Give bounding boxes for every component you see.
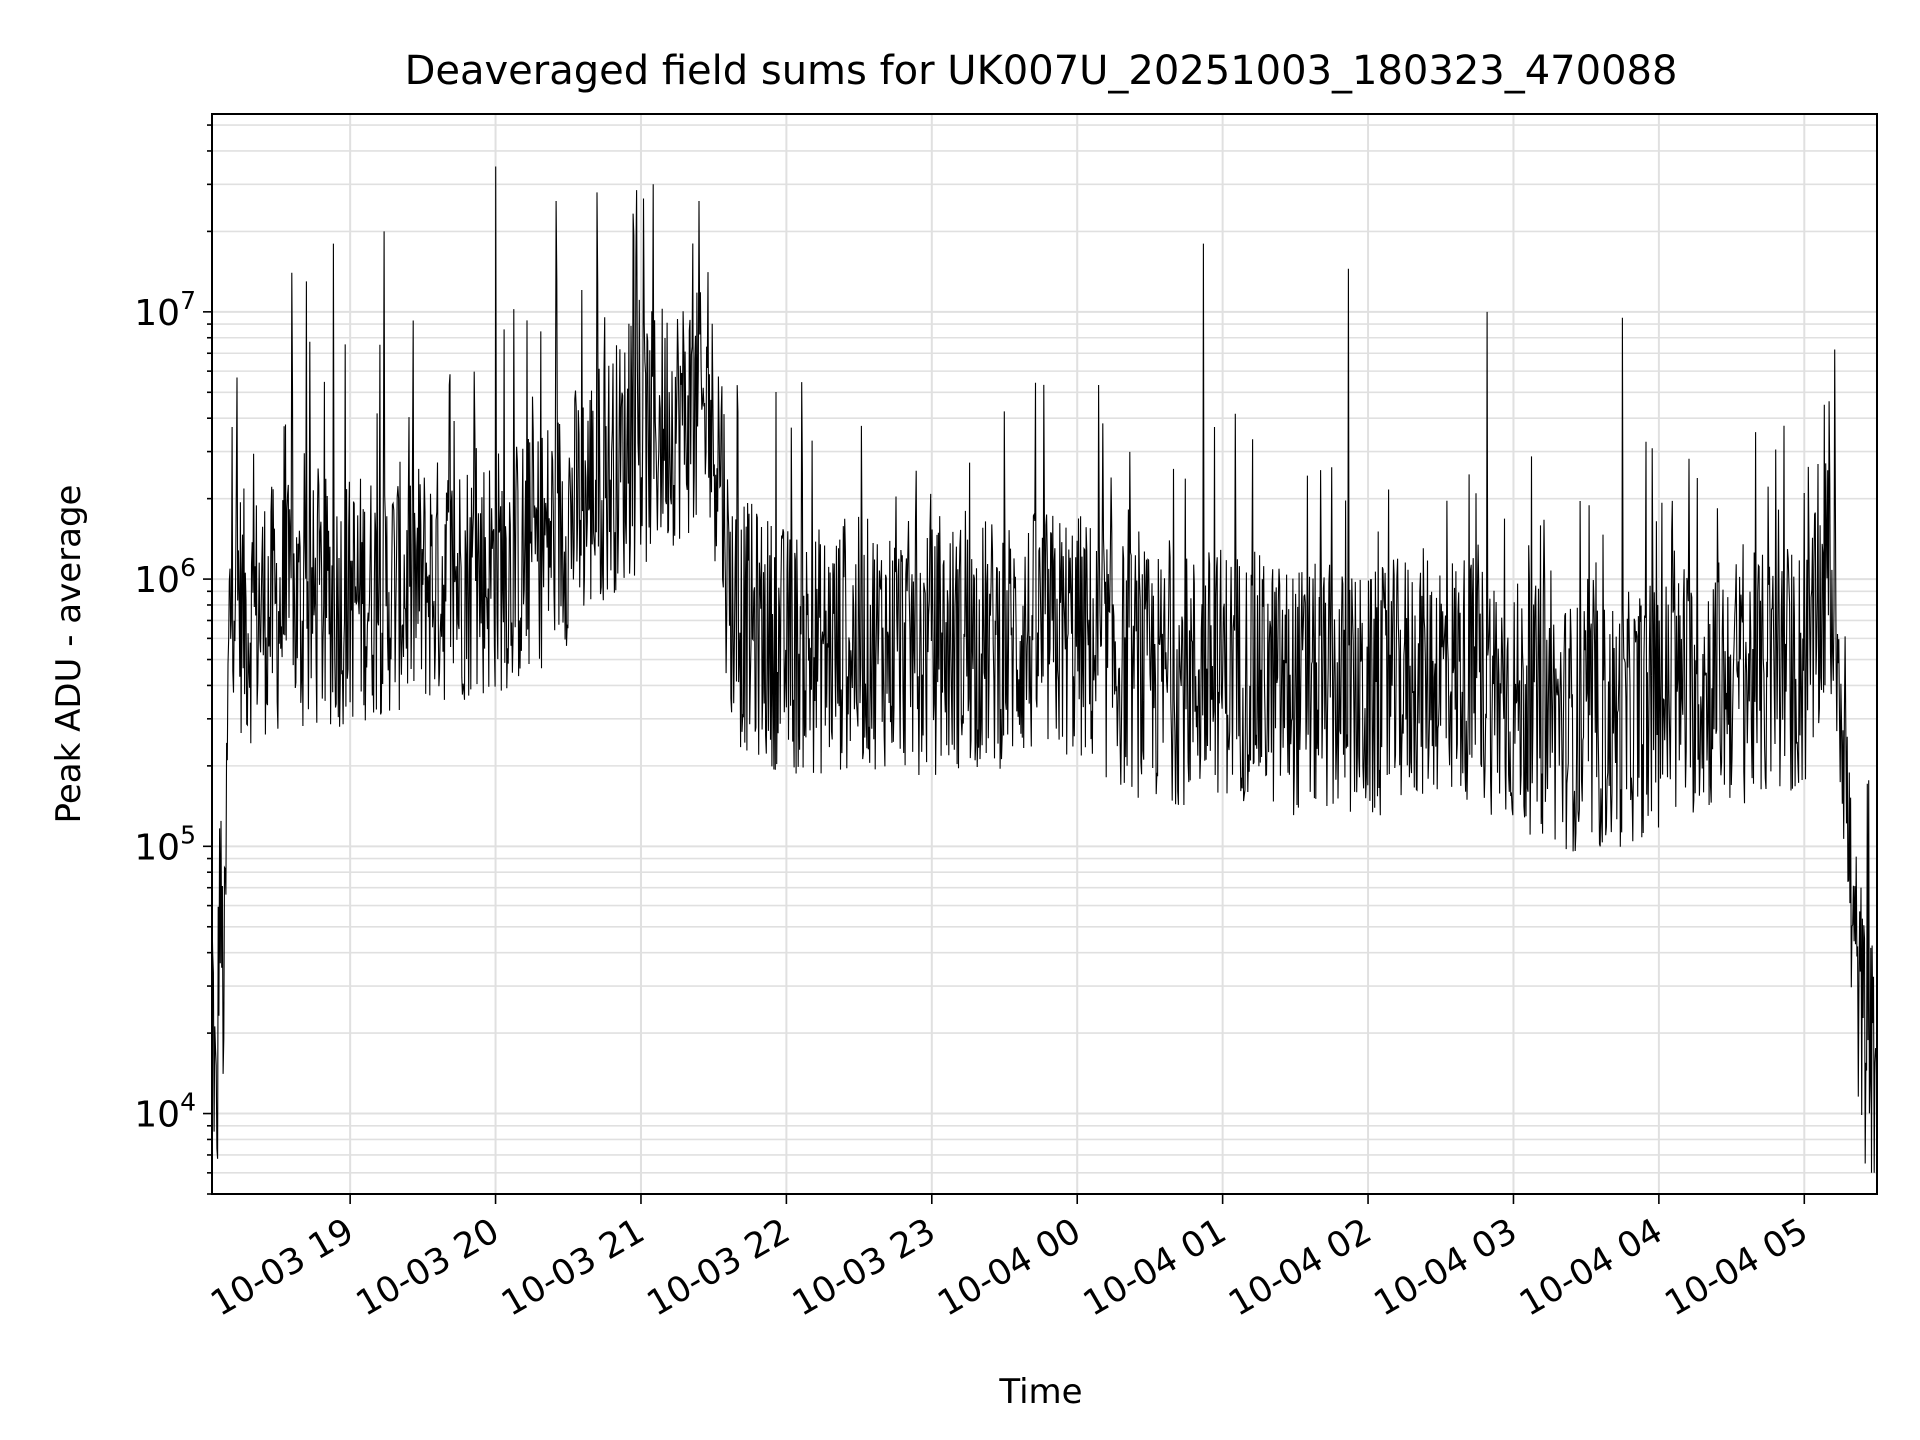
y-tick-label: 107	[134, 286, 196, 334]
data-series-line	[211, 166, 1878, 1173]
y-axis-label: Peak ADU - average	[49, 485, 89, 824]
y-axis: 104 105 106 107	[134, 124, 212, 1195]
grid-lines	[212, 114, 1877, 1195]
y-tick-label: 104	[134, 1088, 196, 1136]
x-axis-label: Time	[998, 1372, 1082, 1412]
plot-area-frame	[211, 113, 1878, 1195]
chart-title: Deaveraged field sums for UK007U_2025100…	[405, 48, 1678, 94]
series-line	[211, 166, 1878, 1173]
y-tick-label: 106	[134, 553, 196, 601]
y-tick-label: 105	[134, 820, 196, 868]
